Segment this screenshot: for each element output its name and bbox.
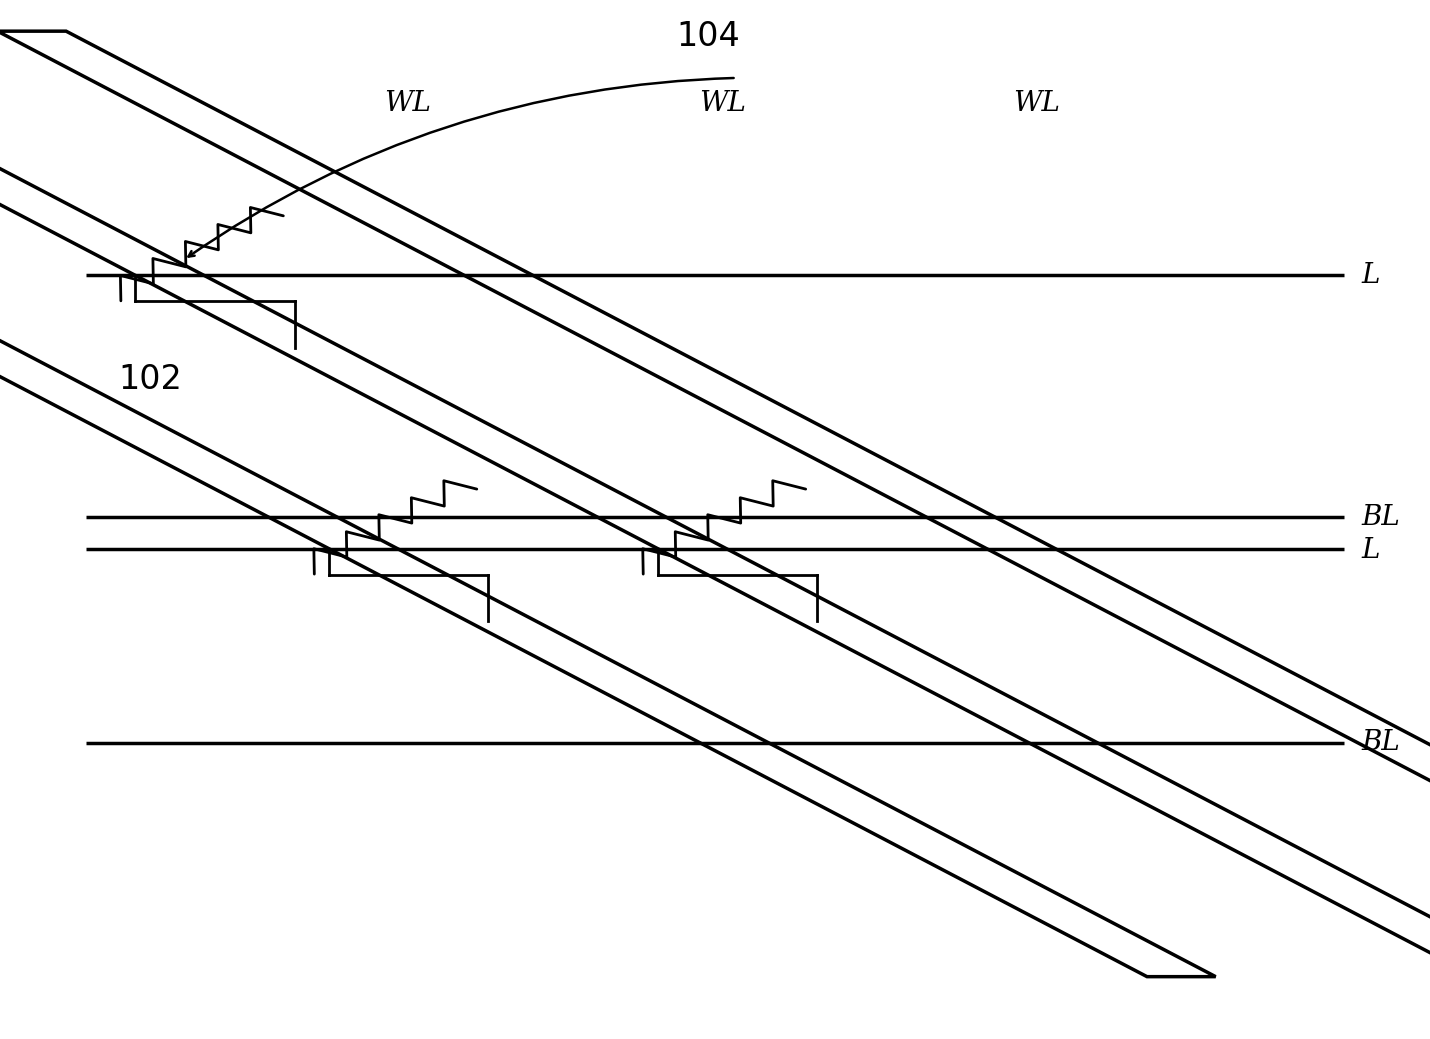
Text: WL: WL [1014,90,1060,117]
Text: 102: 102 [119,363,182,396]
Polygon shape [0,31,1430,977]
Polygon shape [0,31,1430,977]
Text: WL: WL [699,90,745,117]
Text: BL: BL [1361,729,1400,756]
Polygon shape [0,31,1216,977]
Text: 104: 104 [676,20,739,53]
Text: BL: BL [1361,504,1400,531]
Text: L: L [1361,537,1380,564]
Text: L: L [1361,262,1380,289]
Text: WL: WL [385,90,430,117]
